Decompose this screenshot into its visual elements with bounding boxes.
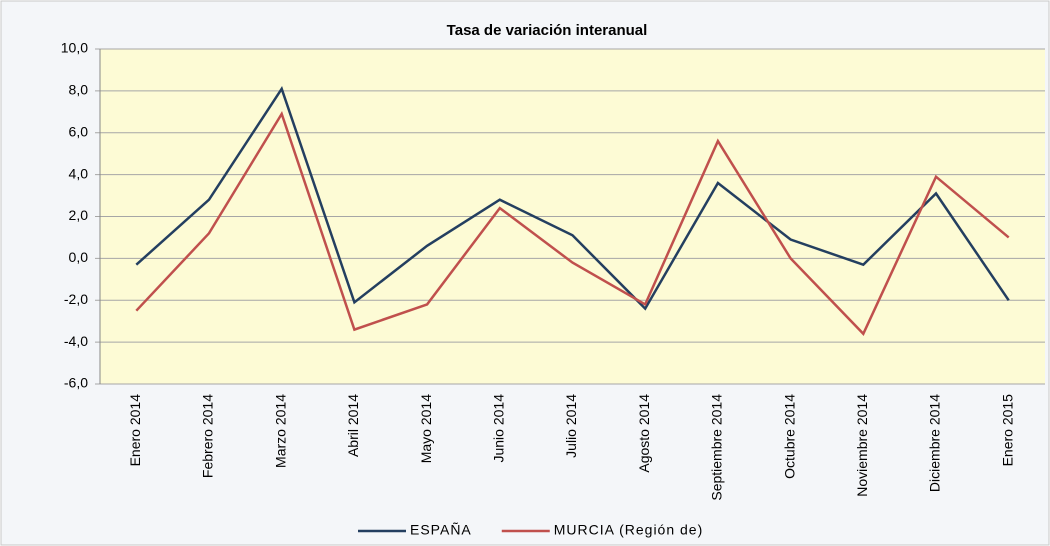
y-tick-label: 8,0: [69, 82, 89, 98]
y-tick-label: -2,0: [64, 291, 88, 307]
y-tick-label: 0,0: [69, 249, 89, 265]
y-tick-label: -4,0: [64, 333, 88, 349]
y-tick-label: 6,0: [69, 123, 89, 139]
series-line: [135, 110, 1010, 336]
x-tick-label: Julio 2014: [563, 394, 579, 458]
x-tick-label: Septiembre 2014: [709, 394, 725, 501]
x-tick-label: Abril 2014: [345, 394, 361, 457]
y-tick-label: 2,0: [69, 207, 89, 223]
x-tick-label: Diciembre 2014: [927, 394, 943, 492]
x-tick-label: Enero 2015: [999, 394, 1015, 467]
x-tick-label: Agosto 2014: [636, 394, 652, 473]
y-tick-label: -6,0: [64, 375, 88, 391]
chart-title: Tasa de variación interanual: [447, 22, 648, 39]
legend-label: MURCIA (Región de): [554, 522, 704, 538]
x-tick-label: Marzo 2014: [272, 394, 288, 468]
x-tick-label: Noviembre 2014: [854, 394, 870, 497]
x-tick-label: Mayo 2014: [418, 394, 434, 463]
legend-label: ESPAÑA: [410, 522, 472, 538]
series-line: [135, 85, 1010, 311]
x-tick-label: Octubre 2014: [781, 394, 797, 479]
x-tick-label: Enero 2014: [127, 394, 143, 467]
x-tick-label: Febrero 2014: [200, 394, 216, 478]
y-tick-label: 10,0: [61, 40, 88, 56]
y-tick-label: 4,0: [69, 165, 89, 181]
x-tick-label: Junio 2014: [491, 394, 507, 463]
